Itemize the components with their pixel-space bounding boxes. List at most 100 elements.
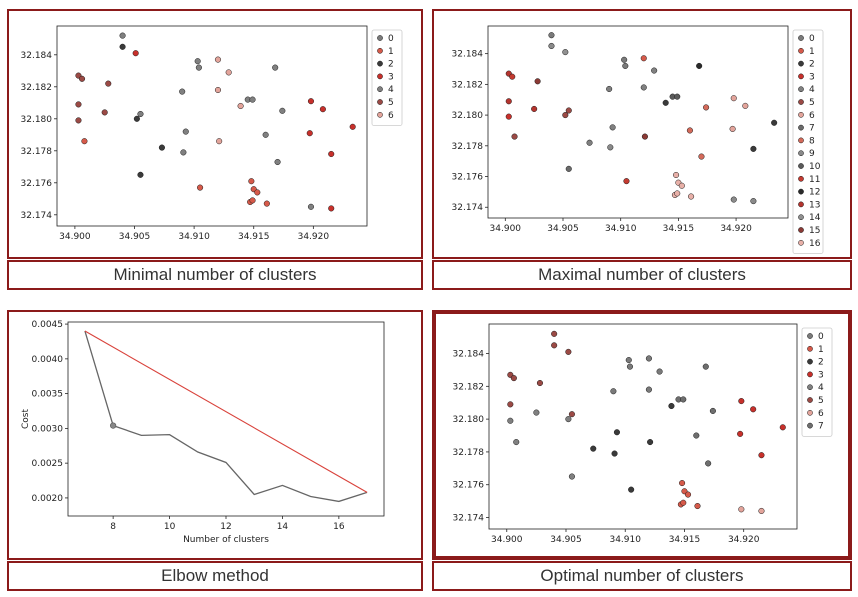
optimal-legend-marker [807, 409, 813, 416]
elbow-y-tick-label: 0.0035 [32, 390, 64, 400]
maximal-caption: Maximal number of clusters [432, 260, 852, 290]
maximal-data-point [586, 139, 593, 146]
optimal-data-point [536, 379, 543, 387]
maximal-legend-marker [798, 60, 804, 67]
optimal-data-point [590, 445, 597, 452]
minimal-data-point [225, 69, 232, 76]
optimal-legend-marker [807, 371, 813, 378]
maximal-legend-label: 5 [809, 98, 815, 108]
elbow-x-tick-label: 8 [110, 522, 116, 532]
minimal-x-tick-label: 34.900 [59, 232, 91, 242]
minimal-legend-label: 3 [388, 72, 394, 82]
optimal-data-point [507, 401, 514, 408]
minimal-plot-area [56, 25, 368, 227]
minimal-data-point [306, 130, 313, 137]
maximal-data-point [750, 198, 757, 205]
maximal-legend-label: 4 [809, 85, 815, 95]
maximal-data-point [674, 93, 681, 100]
minimal-data-point [319, 106, 326, 113]
optimal-data-point [510, 375, 517, 382]
optimal-data-point [626, 363, 634, 370]
optimal-data-point [694, 502, 701, 510]
optimal-legend-label: 0 [818, 332, 824, 342]
minimal-data-point [137, 171, 144, 178]
optimal-data-point [680, 499, 687, 506]
maximal-legend-marker [798, 227, 804, 233]
elbow-y-tick-label: 0.0030 [32, 424, 64, 434]
optimal-x-tick-label: 34.900 [491, 535, 523, 545]
minimal-y-tick-label: 32.182 [21, 83, 53, 93]
elbow-chart-panel [7, 310, 423, 560]
maximal-data-point [686, 127, 693, 134]
maximal-data-point [640, 84, 647, 91]
minimal-y-tick-label: 32.184 [21, 51, 53, 61]
maximal-data-point [730, 95, 737, 102]
maximal-data-point [565, 165, 572, 172]
maximal-legend-marker [798, 214, 804, 221]
optimal-legend-label: 4 [818, 383, 824, 393]
maximal-data-point [534, 78, 541, 85]
maximal-y-tick-label: 32.184 [452, 50, 484, 60]
minimal-data-point [248, 178, 255, 185]
minimal-legend-label: 2 [388, 60, 394, 70]
maximal-data-point [548, 42, 555, 50]
minimal-data-point [119, 32, 126, 39]
optimal-data-point [611, 450, 618, 457]
maximal-data-point [674, 190, 681, 197]
maximal-data-point [703, 104, 710, 111]
minimal-data-point [279, 107, 286, 114]
minimal-data-point [274, 158, 281, 166]
optimal-legend-label: 5 [818, 396, 824, 406]
minimal-data-point [194, 58, 201, 65]
elbow-reference-line [84, 330, 368, 493]
minimal-legend [371, 29, 403, 126]
minimal-x-tick-label: 34.910 [178, 232, 210, 242]
optimal-data-point [533, 409, 540, 416]
maximal-data-point [623, 178, 630, 185]
optimal-legend-label: 3 [818, 370, 824, 380]
maximal-legend-label: 7 [809, 124, 815, 134]
optimal-data-point [693, 432, 700, 439]
maximal-legend-marker [798, 188, 804, 195]
optimal-chart-panel [432, 310, 852, 560]
minimal-legend-label: 0 [388, 34, 394, 44]
optimal-y-tick-label: 32.176 [453, 481, 485, 491]
maximal-data-point [531, 105, 538, 112]
maximal-data-point [651, 67, 658, 74]
maximal-data-point [750, 145, 757, 152]
minimal-data-point [328, 150, 335, 158]
minimal-legend-marker [377, 47, 383, 54]
minimal-data-point [214, 86, 222, 94]
optimal-y-tick-label: 32.184 [453, 350, 485, 360]
minimal-caption: Minimal number of clusters [7, 260, 423, 290]
optimal-data-point [625, 357, 632, 364]
maximal-data-point [688, 193, 695, 200]
minimal-data-point [237, 102, 244, 110]
optimal-data-point [565, 348, 572, 355]
optimal-data-point [551, 330, 558, 337]
minimal-data-point [349, 123, 356, 130]
minimal-data-point [180, 149, 187, 156]
minimal-data-point [216, 138, 223, 145]
minimal-legend-marker [377, 86, 383, 93]
maximal-y-tick-label: 32.174 [452, 203, 484, 213]
maximal-legend-marker [798, 239, 804, 246]
minimal-legend-label: 6 [388, 111, 394, 121]
optimal-data-point [750, 406, 757, 413]
elbow-y-axis-label: Cost [21, 409, 31, 429]
minimal-data-point [101, 109, 108, 116]
maximal-x-tick-label: 34.910 [605, 224, 637, 234]
minimal-x-tick-label: 34.920 [298, 232, 330, 242]
optimal-data-point [656, 368, 663, 375]
minimal-data-point [75, 101, 82, 108]
minimal-legend-marker [377, 60, 383, 67]
minimal-chart-panel [7, 9, 423, 259]
maximal-y-tick-label: 32.178 [452, 142, 484, 152]
maximal-data-point [565, 107, 572, 114]
optimal-data-point [610, 388, 617, 395]
maximal-legend-marker [798, 124, 804, 131]
optimal-data-point [738, 506, 745, 513]
maximal-data-point [678, 182, 685, 189]
maximal-data-point [771, 119, 778, 126]
